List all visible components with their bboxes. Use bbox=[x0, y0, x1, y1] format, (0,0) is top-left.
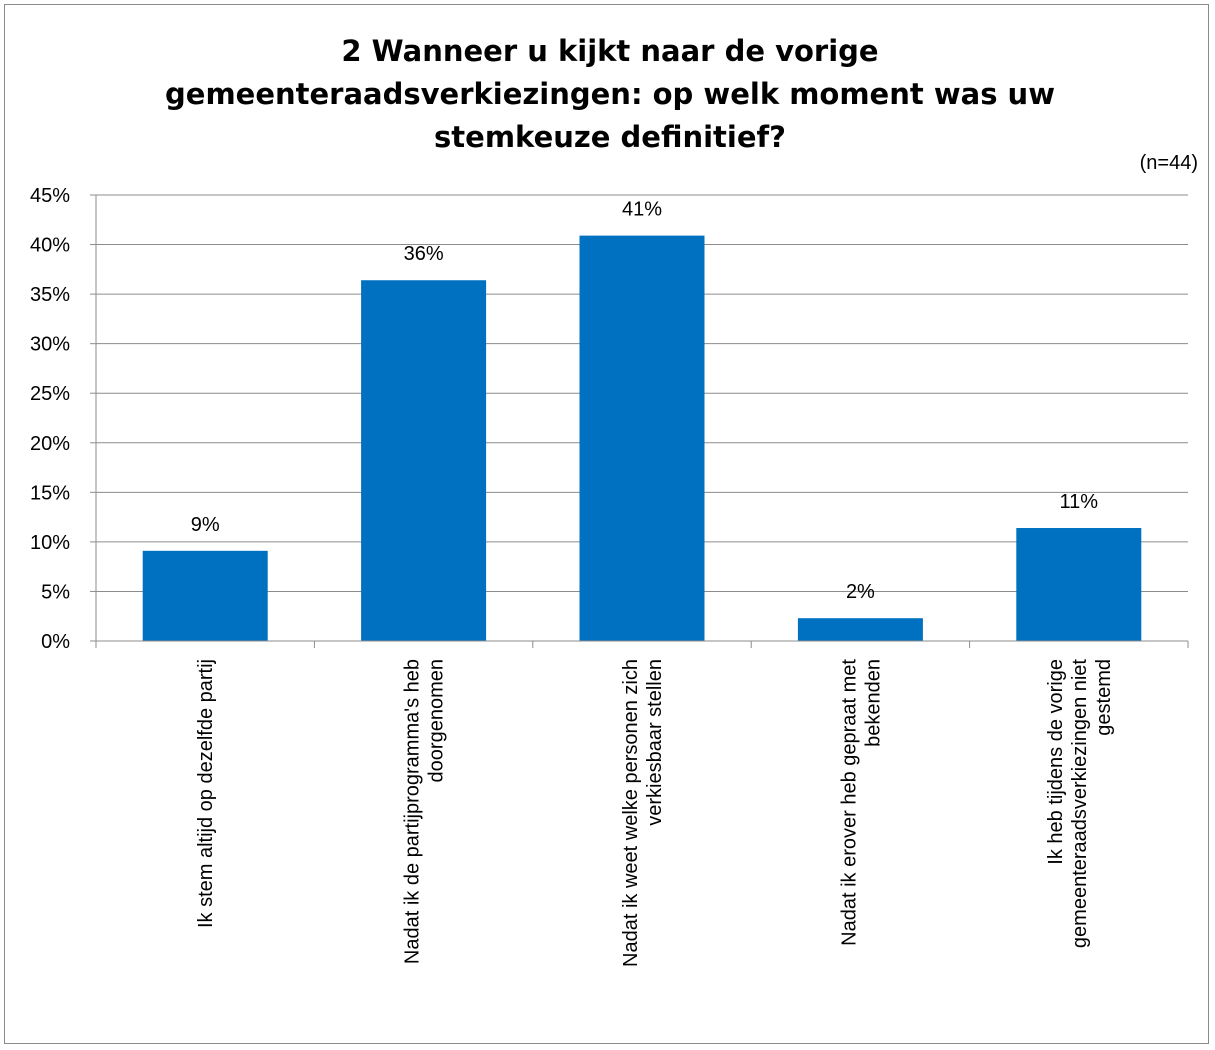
y-tick-label: 45% bbox=[30, 185, 70, 207]
data-label: 36% bbox=[404, 243, 444, 265]
x-tick-label-line: verkiesbaar stellen bbox=[644, 659, 666, 826]
x-tick-label-line: gemeenteraadsverkiezingen niet bbox=[1069, 659, 1091, 949]
axes bbox=[90, 194, 1189, 648]
x-tick-label-line: doorgenomen bbox=[426, 659, 448, 782]
data-label: 2% bbox=[846, 581, 875, 603]
bar bbox=[361, 280, 487, 641]
x-tick-label-line: Nadat ik erover heb gepraat met bbox=[838, 659, 860, 946]
y-tick-label: 35% bbox=[30, 284, 70, 306]
y-tick-label: 5% bbox=[41, 581, 70, 603]
x-tick-label-line: bekenden bbox=[862, 659, 884, 747]
bar bbox=[1016, 528, 1142, 641]
y-tick-label: 15% bbox=[30, 482, 70, 504]
y-tick-label: 30% bbox=[30, 334, 70, 356]
chart-title: 2 Wanneer u kijkt naar de vorige gemeent… bbox=[165, 34, 1055, 154]
y-tick-label: 25% bbox=[30, 383, 70, 405]
x-tick-label-line: gestemd bbox=[1093, 659, 1115, 736]
bar bbox=[579, 235, 705, 641]
bar bbox=[142, 550, 268, 641]
x-tick-label: Ik stem altijd op dezelfde partij bbox=[195, 659, 217, 928]
sample-size-note: (n=44) bbox=[1139, 152, 1198, 174]
x-tick-label-line: Nadat ik weet welke personen zich bbox=[620, 659, 642, 967]
x-tick-label: Ik heb tijdens de vorige gemeenteraadsver… bbox=[1045, 659, 1115, 949]
y-tick-label: 20% bbox=[30, 433, 70, 455]
x-tick-label-line: Nadat ik de partijprogramma's heb bbox=[402, 659, 424, 964]
y-tick-labels: 0% 5% 10% 15% 20% 25% 30% 35% 40% 45% bbox=[30, 185, 70, 653]
bar bbox=[797, 618, 923, 641]
y-tick-label: 10% bbox=[30, 532, 70, 554]
data-label: 11% bbox=[1060, 491, 1099, 513]
x-tick-labels: Ik stem altijd op dezelfde partij Nadat i… bbox=[195, 659, 1115, 967]
data-labels: 9% 36% 41% 2% 11% bbox=[191, 199, 1099, 604]
x-tick-label: Nadat ik weet welke personen zich verkies… bbox=[620, 659, 666, 967]
data-label: 41% bbox=[622, 199, 662, 221]
y-tick-label: 40% bbox=[30, 235, 70, 257]
bars bbox=[142, 235, 1142, 641]
x-tick-label: Nadat ik erover heb gepraat met bekenden bbox=[838, 659, 884, 946]
x-tick-label-line: Ik heb tijdens de vorige bbox=[1045, 659, 1067, 865]
x-tick-label-line: Ik stem altijd op dezelfde partij bbox=[195, 659, 217, 928]
data-label: 9% bbox=[191, 514, 220, 536]
y-tick-label: 0% bbox=[41, 631, 70, 653]
x-tick-label: Nadat ik de partijprogramma's heb doorgen… bbox=[402, 659, 448, 964]
